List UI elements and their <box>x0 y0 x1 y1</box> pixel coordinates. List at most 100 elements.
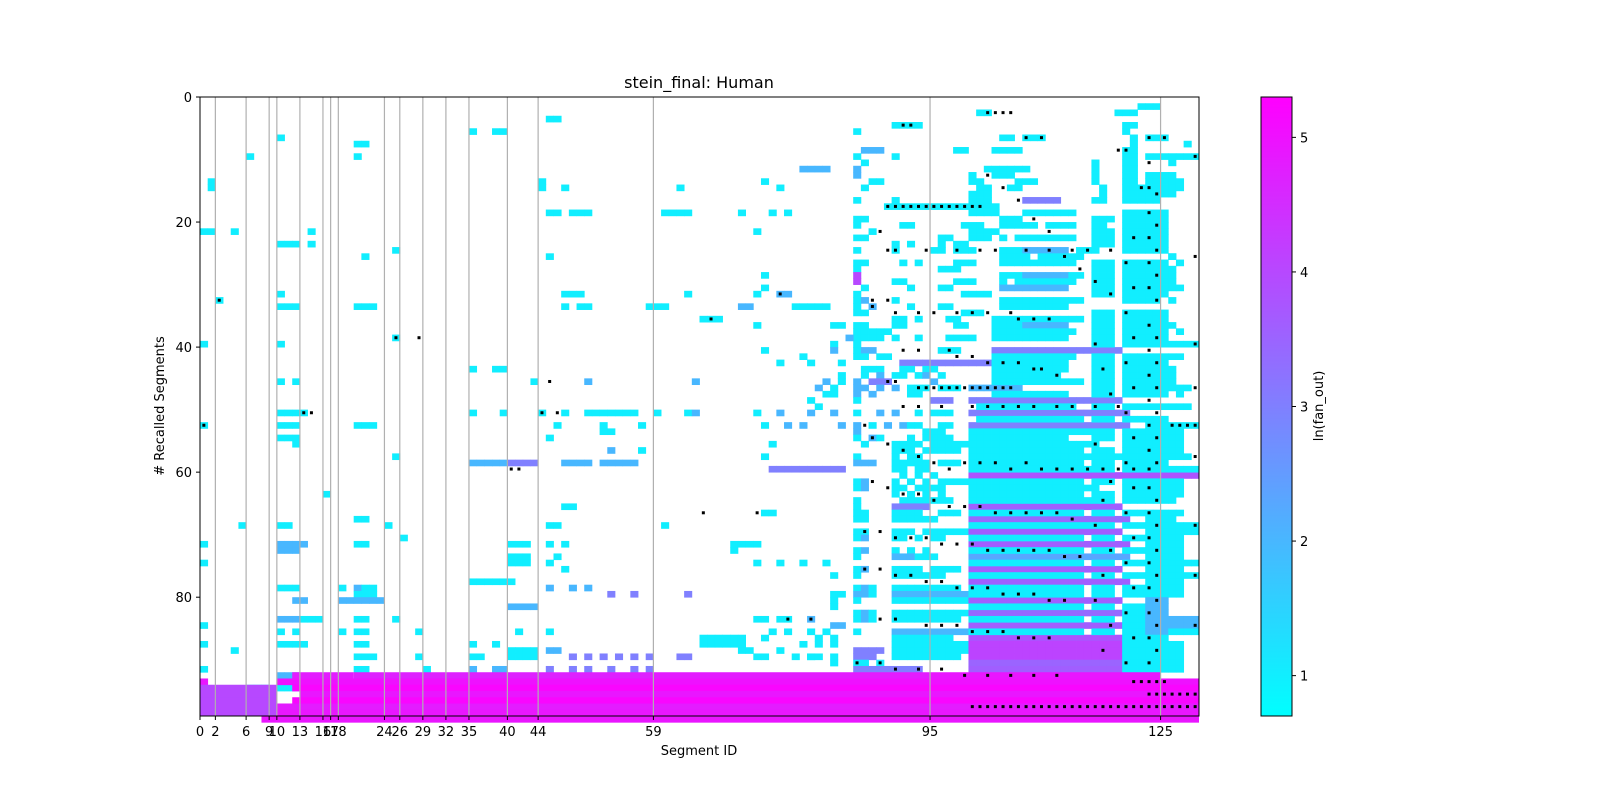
cell-marker <box>932 386 936 390</box>
heatmap-cell <box>968 290 977 298</box>
heatmap-cell <box>906 359 916 367</box>
heatmap-cell <box>1029 553 1039 561</box>
heatmap-cell <box>1091 609 1100 617</box>
heatmap-cell <box>1060 259 1069 267</box>
heatmap-cell <box>976 197 985 204</box>
heatmap-cell <box>1145 265 1154 273</box>
heatmap-cell <box>1052 490 1062 498</box>
heatmap-cell <box>906 240 916 248</box>
heatmap-cell <box>1045 584 1054 592</box>
heatmap-cell <box>1068 209 1077 217</box>
heatmap-cell <box>937 397 946 404</box>
heatmap-cell <box>630 590 639 598</box>
heatmap-cell <box>1091 615 1100 623</box>
heatmap-cell <box>1168 628 1177 636</box>
heatmap-cell <box>1175 590 1185 598</box>
heatmap-cell <box>930 428 939 436</box>
cell-marker <box>1147 448 1151 452</box>
heatmap-cell <box>1045 197 1054 204</box>
heatmap-cell <box>853 290 862 298</box>
heatmap-cell <box>853 459 862 467</box>
heatmap-cell <box>1114 634 1123 642</box>
heatmap-cell <box>922 640 931 648</box>
heatmap-cell <box>1014 609 1023 617</box>
heatmap-cell <box>1099 453 1108 461</box>
heatmap-cell <box>991 472 1000 479</box>
cell-marker <box>1101 705 1105 709</box>
heatmap-cell <box>691 409 700 417</box>
heatmap-cell <box>1183 528 1192 536</box>
heatmap-cell <box>1106 234 1115 242</box>
heatmap-cell <box>999 147 1008 154</box>
heatmap-cell <box>730 634 739 642</box>
heatmap-cell <box>1045 515 1054 523</box>
heatmap-cell <box>853 153 862 160</box>
heatmap-cell <box>976 234 985 242</box>
cell-marker <box>1001 705 1005 709</box>
heatmap-cell <box>1160 259 1169 267</box>
heatmap-cell <box>1029 665 1039 673</box>
heatmap-cell <box>1152 103 1161 110</box>
heatmap-cell <box>353 140 362 148</box>
cell-marker <box>924 580 928 584</box>
heatmap-cell <box>1122 540 1131 548</box>
heatmap-cell <box>1006 472 1015 479</box>
heatmap-cell <box>983 565 992 573</box>
heatmap-cell <box>876 353 885 360</box>
heatmap-cell <box>584 665 593 673</box>
heatmap-cell <box>876 372 885 379</box>
heatmap-cell <box>1006 584 1015 592</box>
heatmap-cell <box>1137 465 1146 473</box>
heatmap-cell <box>568 665 577 673</box>
heatmap-cell <box>968 547 977 554</box>
heatmap-cell <box>1160 190 1169 198</box>
heatmap-cell <box>999 372 1008 379</box>
heatmap-cell <box>891 465 900 473</box>
heatmap-cell <box>1106 490 1115 498</box>
heatmap-cell <box>999 490 1008 498</box>
heatmap-cell <box>1022 622 1031 629</box>
heatmap-cell <box>1076 503 1085 511</box>
heatmap-cell <box>1160 372 1169 379</box>
heatmap-cell <box>1122 334 1131 342</box>
heatmap-cell <box>853 259 862 267</box>
heatmap-cell <box>1152 509 1161 517</box>
cell-marker <box>1147 561 1151 565</box>
heatmap-cell <box>1022 628 1031 636</box>
cell-marker <box>1147 636 1151 640</box>
cell-marker <box>893 248 897 252</box>
heatmap-cell <box>1060 297 1069 304</box>
heatmap-cell <box>853 378 862 386</box>
heatmap-cell <box>561 459 570 467</box>
heatmap-cell <box>630 653 639 661</box>
heatmap-cell <box>1060 284 1069 292</box>
heatmap-cell <box>1006 603 1015 611</box>
heatmap-cell <box>1114 647 1123 654</box>
heatmap-cell <box>1076 422 1085 429</box>
cell-marker <box>1063 705 1067 709</box>
heatmap-cell <box>1006 490 1015 498</box>
heatmap-cell <box>1076 615 1085 623</box>
heatmap-cell <box>853 553 862 561</box>
heatmap-cell <box>883 328 893 335</box>
heatmap-cell <box>353 640 362 648</box>
heatmap-cell <box>1068 547 1077 554</box>
cell-marker <box>1093 705 1097 709</box>
heatmap-cell <box>945 422 954 429</box>
heatmap-cell <box>1052 278 1062 285</box>
heatmap-cell <box>1114 472 1123 479</box>
heatmap-cell <box>1029 578 1039 586</box>
heatmap-cell <box>853 353 862 360</box>
heatmap-cell <box>1168 340 1177 348</box>
heatmap-cell <box>1045 397 1054 404</box>
heatmap-cell <box>1175 640 1185 648</box>
heatmap-cell <box>1145 390 1154 398</box>
heatmap-cell <box>1099 665 1108 673</box>
heatmap-cell <box>1152 315 1161 323</box>
heatmap-cell <box>830 322 839 329</box>
cell-marker <box>217 298 221 302</box>
cell-marker <box>893 204 897 208</box>
heatmap-cell <box>1006 415 1015 423</box>
heatmap-cell <box>1122 247 1131 254</box>
heatmap-cell <box>1052 315 1062 323</box>
